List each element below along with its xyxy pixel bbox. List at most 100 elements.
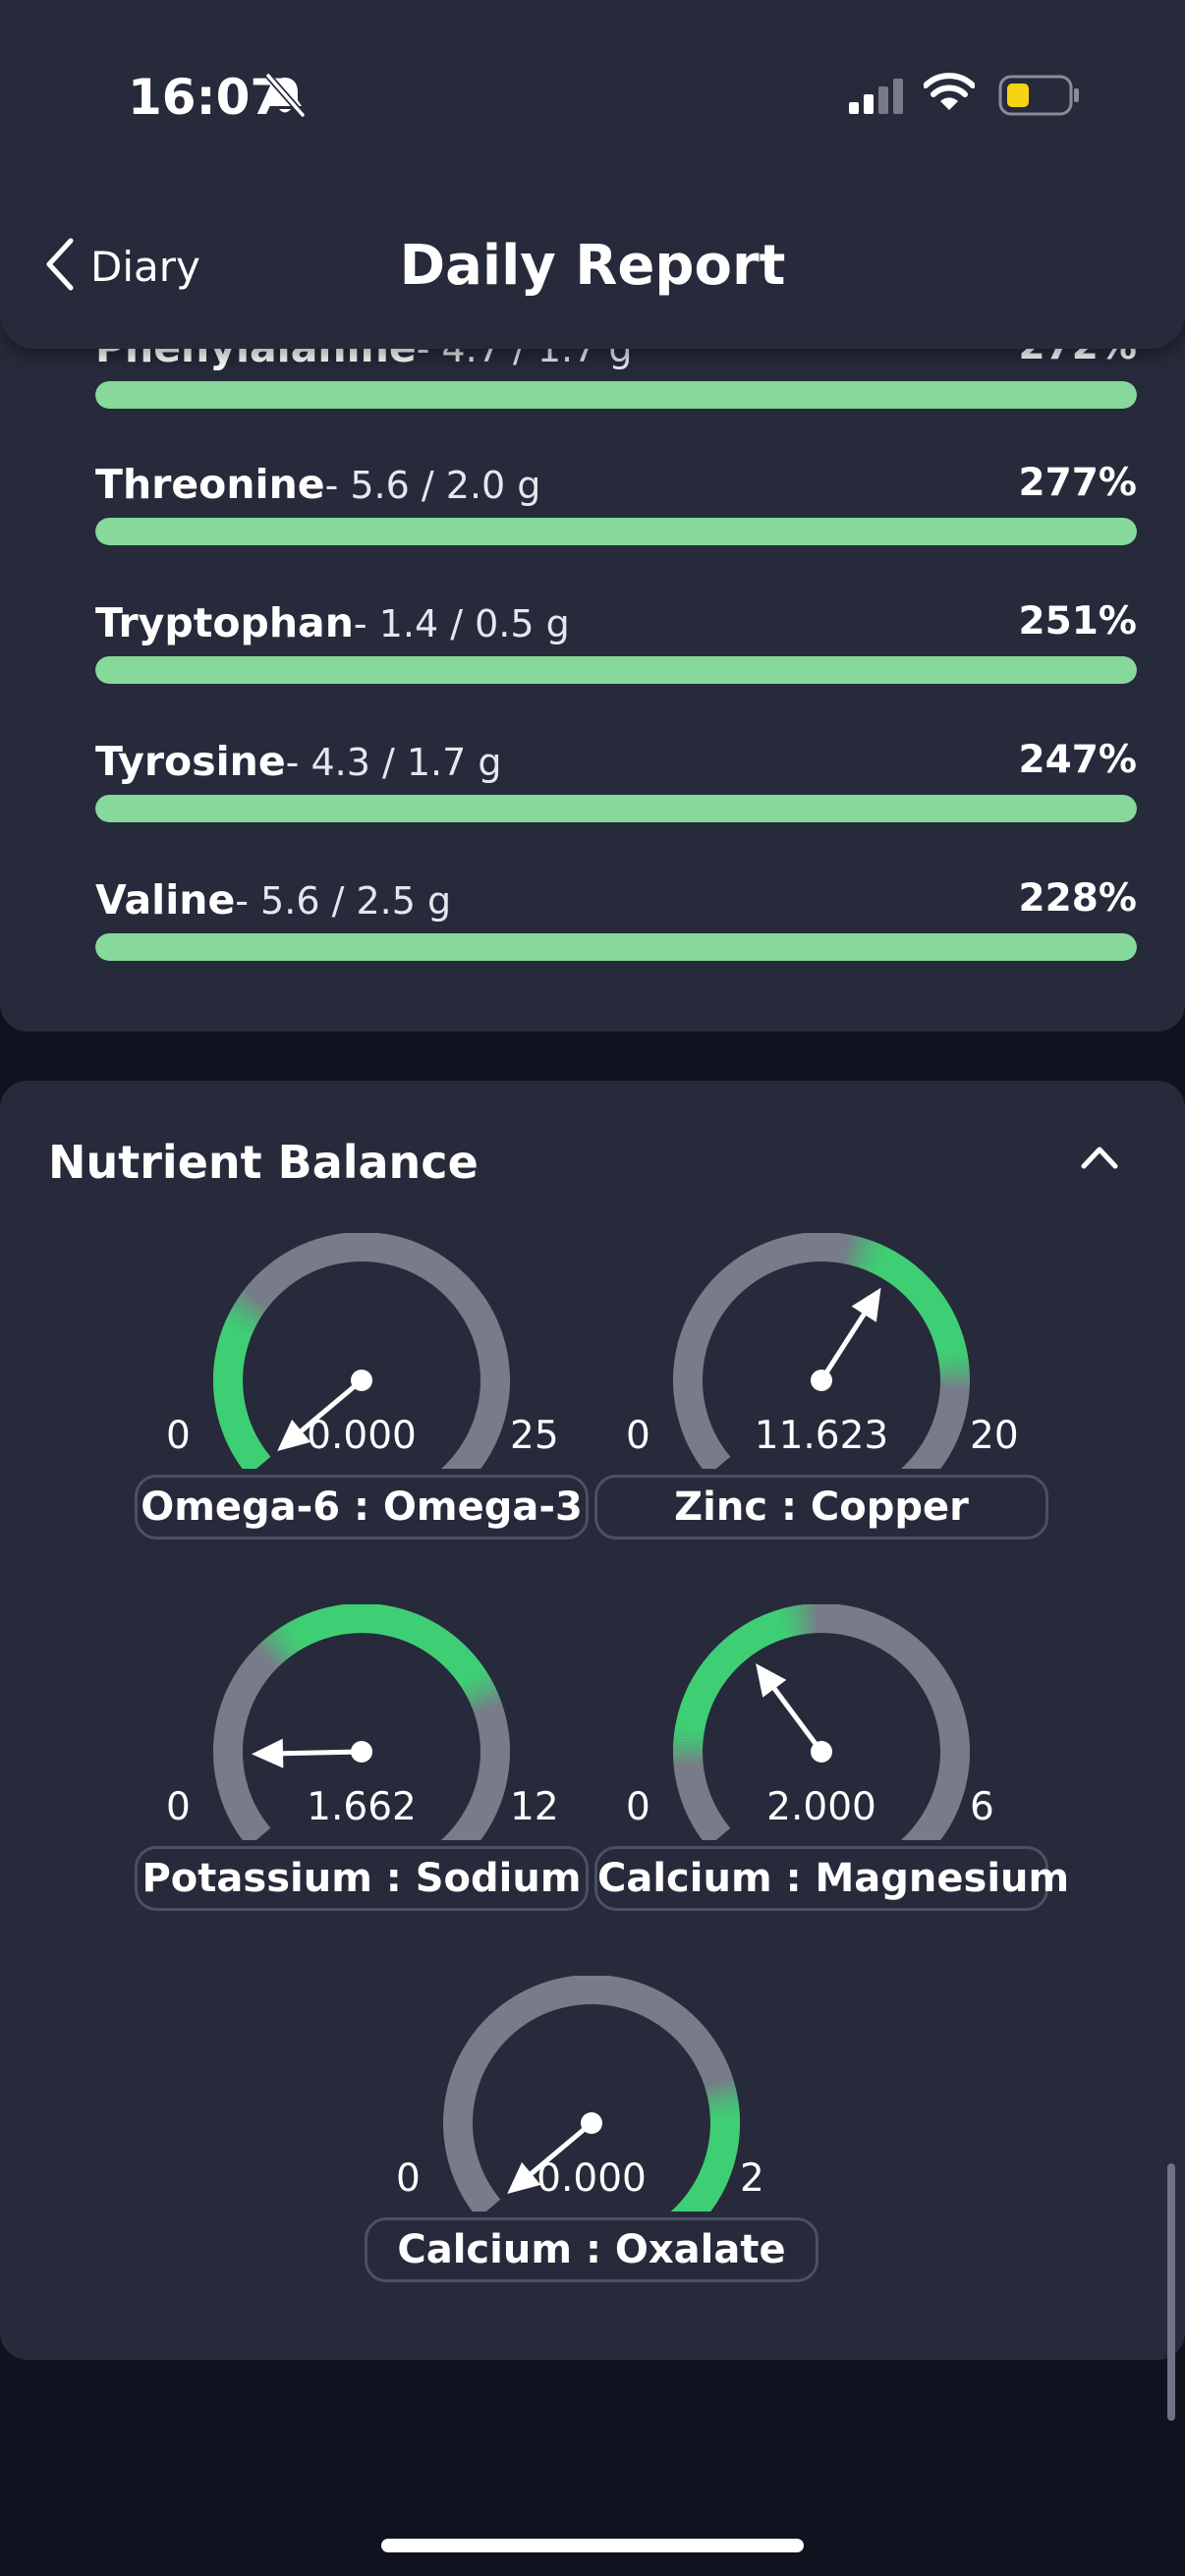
gauge-target-zone: [213, 1325, 253, 1439]
gauge-target-fade: [258, 1641, 283, 1666]
gauge-calcium-magnesium: 0 2.000 6 Calcium : Magnesium: [591, 1604, 1069, 1919]
nutrient-row-threonine: Threonine- 5.6 / 2.0 g 277%: [95, 461, 1138, 545]
gauge-potassium-sodium: 0 1.662 12 Potassium : Sodium: [131, 1604, 592, 1919]
gauge-target-fade: [472, 1698, 502, 1712]
gauge-value: 2.000: [766, 1785, 876, 1829]
scrollbar[interactable]: [1167, 2163, 1175, 2421]
nutrient-percent: 277%: [1018, 461, 1138, 505]
gauge-target-fade: [265, 1635, 289, 1661]
gauge-needle-hub: [811, 1370, 832, 1391]
gauge-target-fade: [261, 1639, 285, 1664]
gauge-target-fade: [854, 1237, 868, 1267]
gauge-target-fade: [234, 1301, 261, 1320]
nutrient-percent: 228%: [1018, 876, 1138, 921]
gauge-target-fade: [841, 1234, 852, 1264]
nutrient-balance-card: Nutrient Balance 0 0.000 25 Omega-6 : Om…: [0, 1081, 1185, 2360]
gauge-needle-hub: [351, 1741, 372, 1763]
gauge-calcium-oxalate: 0 0.000 2 Calcium : Oxalate: [361, 1976, 822, 2290]
gauge-target-fade: [473, 1700, 503, 1714]
nutrient-amount: - 1.4 / 0.5 g: [353, 602, 570, 645]
gauge-value: 1.662: [307, 1785, 417, 1829]
wifi-icon: [923, 73, 976, 116]
gauge-min: 0: [396, 2156, 421, 2201]
gauge-needle: [771, 1686, 824, 1755]
gauge-needle-tip: [507, 2161, 541, 2194]
gauge-target-fade: [798, 1604, 807, 1635]
gauge-target-fade: [705, 2079, 735, 2092]
gauge-needle-hub: [581, 2112, 602, 2134]
gauge-target-fade: [223, 1322, 253, 1338]
gauge-target-fade: [873, 1246, 890, 1275]
section-title: Nutrient Balance: [48, 1136, 479, 1189]
gauge-needle: [280, 1749, 365, 1757]
gauge-max: 25: [510, 1414, 559, 1458]
gauge-target-fade: [242, 1288, 269, 1310]
gauge-label: Omega-6 : Omega-3: [135, 1475, 589, 1540]
gauge-target-fade: [286, 1621, 306, 1650]
progress-bar: [95, 933, 1137, 961]
nutrient-name: Valine: [95, 876, 236, 924]
nutrient-row-tyrosine: Tyrosine- 4.3 / 1.7 g 247%: [95, 738, 1137, 822]
gauge-omega6-omega3: 0 0.000 25 Omega-6 : Omega-3: [131, 1233, 592, 1547]
gauge-min: 0: [166, 1785, 191, 1829]
gauge-dial: [672, 1604, 970, 1840]
gauge-target-fade: [254, 1645, 279, 1669]
home-indicator[interactable]: [381, 2539, 804, 2552]
gauge-needle-hub: [811, 1741, 832, 1763]
nutrient-name: Tryptophan: [95, 599, 354, 646]
gauge-max: 2: [740, 2156, 764, 2201]
gauge-target-fade: [936, 1346, 967, 1357]
gauge-target-fade: [844, 1234, 855, 1265]
gauge-max: 20: [970, 1414, 1019, 1458]
gauge-needle: [529, 2120, 594, 2176]
gauge-target-fade: [468, 1686, 497, 1704]
gauge-min: 0: [166, 1414, 191, 1458]
nutrient-name: Threonine: [95, 461, 325, 508]
battery-icon: [998, 75, 1081, 120]
nutrient-percent: 251%: [1018, 599, 1138, 644]
gauge-label: Calcium : Magnesium: [594, 1846, 1069, 1911]
gauge-target-fade: [470, 1692, 500, 1708]
gauge-target-fade: [846, 1235, 858, 1265]
back-button[interactable]: Diary: [43, 232, 200, 301]
gauge-target-zone: [675, 1610, 785, 1731]
gauge-target-fade: [674, 1723, 705, 1733]
gauge-target-fade: [471, 1695, 501, 1710]
gauge-track: [673, 1233, 970, 1469]
gauge-target-fade: [239, 1293, 266, 1314]
back-label: Diary: [90, 242, 200, 291]
progress-bar: [95, 518, 1137, 545]
gauge-label: Potassium : Sodium: [135, 1846, 589, 1911]
gauge-min: 0: [626, 1414, 650, 1458]
gauge-target-fade: [458, 1664, 485, 1686]
nutrient-name: Tyrosine: [95, 738, 286, 785]
gauge-max: 6: [970, 1785, 994, 1829]
gauge-target-zone: [289, 1604, 483, 1684]
nutrient-amount: - 5.6 / 2.5 g: [235, 879, 452, 923]
gauge-needle-tip: [756, 1663, 787, 1698]
chevron-up-icon[interactable]: [1079, 1142, 1120, 1175]
gauge-dial: [213, 1604, 510, 1840]
gauge-target-fade: [849, 1236, 862, 1266]
gauge-needle: [818, 1312, 867, 1383]
gauge-target-fade: [851, 1237, 865, 1267]
gauge-min: 0: [626, 1785, 650, 1829]
bell-slash-icon: [263, 73, 307, 122]
gauge-dial: [673, 1233, 971, 1469]
cellular-signal-icon: [849, 79, 906, 118]
navigation-header: 16:07 Diary: [0, 0, 1185, 349]
progress-fill: [95, 518, 1137, 545]
gauge-dial: [213, 1233, 510, 1469]
gauge-target-fade: [707, 2091, 738, 2101]
progress-fill: [95, 381, 1137, 409]
progress-fill: [95, 933, 1137, 961]
gauge-needle-tip: [277, 1419, 311, 1451]
gauge-value: 0.000: [536, 2156, 647, 2201]
gauge-target-zone: [677, 2118, 740, 2212]
gauge-target-fade: [240, 1290, 267, 1312]
nutrient-row-valine: Valine- 5.6 / 2.5 g 228%: [95, 876, 1138, 961]
gauge-value: 0.000: [307, 1414, 417, 1458]
progress-fill: [95, 795, 1137, 822]
gauge-needle-tip: [851, 1287, 881, 1322]
progress-bar: [95, 795, 1137, 822]
